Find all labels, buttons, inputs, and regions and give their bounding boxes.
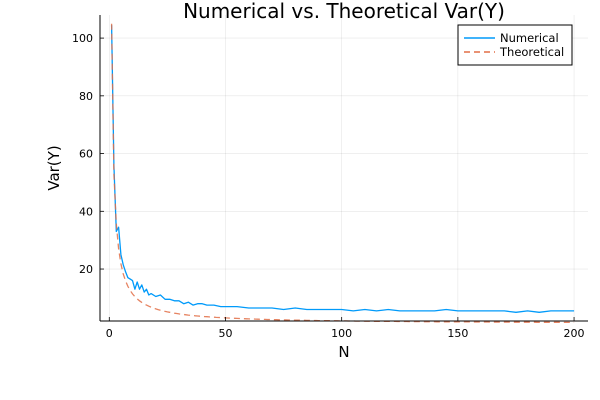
legend-box bbox=[457, 24, 573, 66]
numerical-series-line bbox=[110, 25, 575, 313]
x-tick-label: 0 bbox=[106, 327, 113, 340]
y-tick-label: 100 bbox=[72, 32, 93, 45]
y-tick-label: 20 bbox=[79, 263, 93, 276]
y-axis-label: Var(Y) bbox=[45, 145, 63, 190]
x-axis-label: N bbox=[338, 343, 349, 361]
y-tick-label: 80 bbox=[79, 90, 93, 103]
tick-labels: 0 50 100 150 200 20 40 60 80 100 bbox=[72, 32, 585, 340]
y-tick-label: 60 bbox=[79, 148, 93, 161]
chart-title: Numerical vs. Theoretical Var(Y) bbox=[183, 0, 505, 23]
legend-label-numerical: Numerical bbox=[500, 31, 559, 45]
legend: Numerical Theoretical bbox=[457, 24, 573, 66]
x-tick-label: 200 bbox=[564, 327, 585, 340]
legend-label-theoretical: Theoretical bbox=[499, 45, 564, 59]
plot-lines bbox=[110, 23, 575, 324]
axes bbox=[99, 15, 588, 322]
x-tick-label: 50 bbox=[218, 327, 232, 340]
y-tick-label: 40 bbox=[79, 205, 93, 218]
theoretical-series-line bbox=[110, 23, 575, 324]
x-tick-label: 100 bbox=[331, 327, 352, 340]
x-tick-label: 150 bbox=[447, 327, 468, 340]
